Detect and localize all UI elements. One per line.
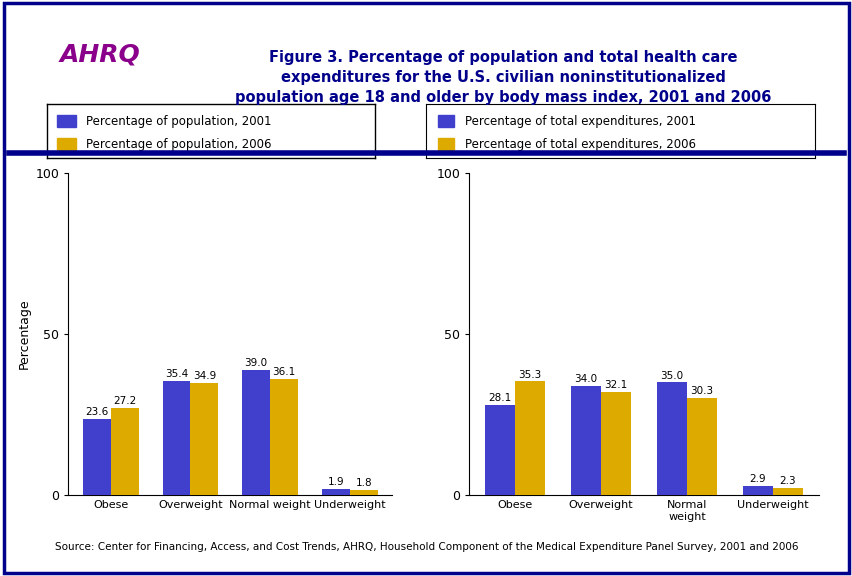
Bar — [190, 383, 218, 495]
Bar — [686, 397, 717, 495]
Text: 34.0: 34.0 — [573, 374, 597, 384]
Text: 23.6: 23.6 — [85, 407, 108, 417]
Text: 32.1: 32.1 — [604, 380, 627, 390]
Bar — [163, 381, 190, 495]
Text: Source: Center for Financing, Access, and Cost Trends, AHRQ, Household Component: Source: Center for Financing, Access, an… — [55, 542, 797, 552]
Bar — [270, 379, 297, 495]
Text: 2.3: 2.3 — [779, 476, 795, 486]
Text: 39.0: 39.0 — [245, 358, 268, 367]
Text: Percentage of total expenditures, 2006: Percentage of total expenditures, 2006 — [465, 138, 695, 151]
Bar — [57, 138, 77, 150]
Bar — [242, 370, 270, 495]
Text: 34.9: 34.9 — [193, 371, 216, 381]
Text: 30.3: 30.3 — [689, 386, 713, 396]
Bar — [438, 138, 453, 150]
Bar — [772, 488, 802, 495]
Text: 35.0: 35.0 — [659, 370, 682, 381]
Bar — [111, 408, 139, 495]
Text: Percentage of population, 2006: Percentage of population, 2006 — [86, 138, 272, 151]
Bar — [321, 489, 349, 495]
Bar — [515, 381, 544, 495]
Text: 27.2: 27.2 — [113, 396, 136, 406]
Text: 35.4: 35.4 — [164, 369, 188, 379]
Text: Percentage of population, 2001: Percentage of population, 2001 — [86, 115, 272, 128]
Bar — [57, 115, 77, 127]
Text: Advancing
Excellence in
Health Care: Advancing Excellence in Health Care — [72, 77, 127, 107]
Text: 2.9: 2.9 — [749, 474, 765, 484]
Text: 35.3: 35.3 — [518, 370, 541, 380]
Text: 1.9: 1.9 — [327, 478, 343, 487]
Text: Percentage of total expenditures, 2001: Percentage of total expenditures, 2001 — [465, 115, 695, 128]
Bar — [83, 419, 111, 495]
Bar — [570, 386, 601, 495]
Bar — [742, 486, 772, 495]
Text: AHRQ: AHRQ — [59, 43, 140, 67]
Bar — [656, 382, 686, 495]
Y-axis label: Percentage: Percentage — [18, 299, 32, 369]
Text: 36.1: 36.1 — [272, 367, 296, 377]
Bar — [438, 115, 453, 127]
Text: 28.1: 28.1 — [488, 393, 511, 403]
Bar — [349, 490, 377, 495]
Text: 1.8: 1.8 — [355, 478, 371, 488]
Text: Figure 3. Percentage of population and total health care
expenditures for the U.: Figure 3. Percentage of population and t… — [235, 51, 770, 105]
Bar — [485, 405, 515, 495]
Bar — [601, 392, 630, 495]
